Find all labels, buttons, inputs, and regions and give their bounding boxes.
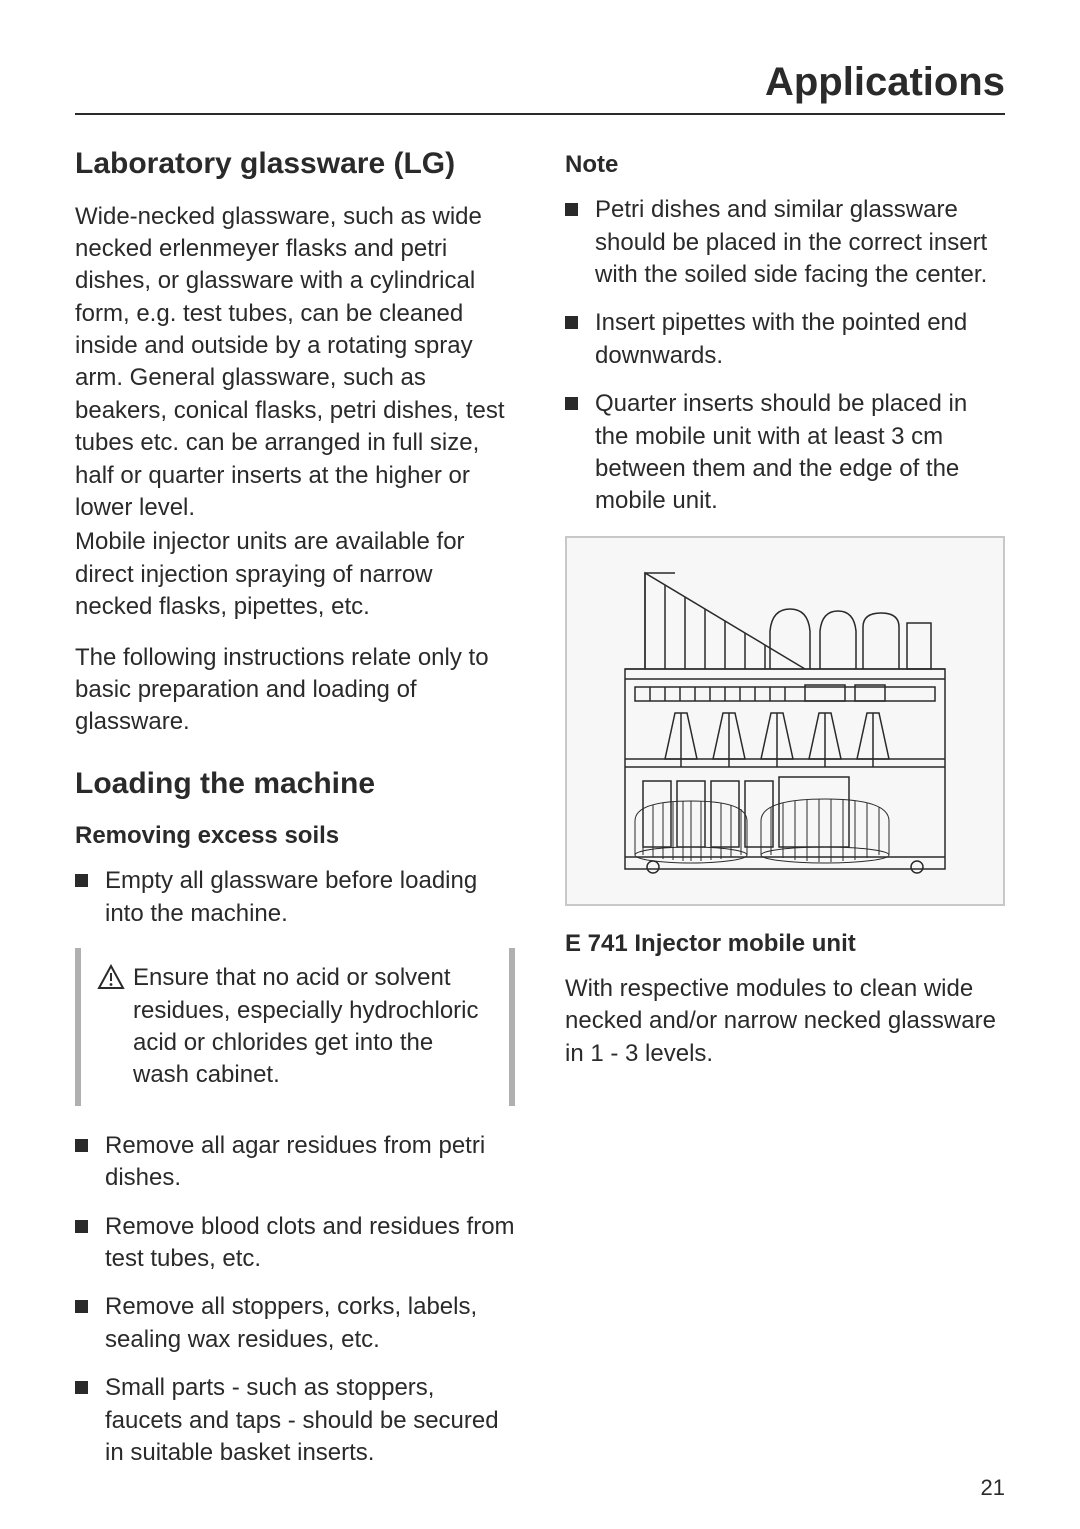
note-bullet-list: Petri dishes and similar glassware shoul… — [565, 194, 1005, 518]
page-number: 21 — [981, 1475, 1005, 1501]
paragraph-intro-2: The following instructions relate only t… — [75, 642, 515, 739]
page-title: Applications — [75, 60, 1005, 115]
list-item: Empty all glassware before loading into … — [75, 865, 515, 930]
right-column: Note Petri dishes and similar glassware … — [565, 145, 1005, 1487]
heading-e741: E 741 Injector mobile unit — [565, 928, 1005, 959]
list-item: Remove all stoppers, corks, labels, seal… — [75, 1291, 515, 1356]
list-item: Remove all agar residues from petri dish… — [75, 1130, 515, 1195]
list-item: Small parts - such as stoppers, faucets … — [75, 1372, 515, 1469]
list-item: Quarter inserts should be placed in the … — [565, 388, 1005, 518]
warning-box: Ensure that no acid or solvent residues,… — [75, 948, 515, 1106]
heading-note: Note — [565, 149, 1005, 180]
list-item: Petri dishes and similar glassware shoul… — [565, 194, 1005, 291]
heading-laboratory-glassware: Laboratory glassware (LG) — [75, 145, 515, 183]
list-item: Insert pipettes with the pointed end dow… — [565, 307, 1005, 372]
list-item: Remove blood clots and residues from tes… — [75, 1211, 515, 1276]
left-column: Laboratory glassware (LG) Wide-necked gl… — [75, 145, 515, 1487]
warning-icon — [97, 964, 125, 995]
warning-text: Ensure that no acid or solvent residues,… — [133, 962, 493, 1092]
figure-injector-unit — [565, 536, 1005, 906]
bullet-list-2: Remove all agar residues from petri dish… — [75, 1130, 515, 1470]
content-columns: Laboratory glassware (LG) Wide-necked gl… — [75, 145, 1005, 1487]
subheading-removing-soils: Removing excess soils — [75, 820, 515, 851]
injector-unit-diagram — [595, 561, 975, 881]
bullet-list-1: Empty all glassware before loading into … — [75, 865, 515, 930]
heading-loading-machine: Loading the machine — [75, 765, 515, 803]
paragraph-intro-1: Wide-necked glassware, such as wide neck… — [75, 201, 515, 525]
paragraph-intro-1b: Mobile injector units are available for … — [75, 526, 515, 623]
paragraph-e741-desc: With respective modules to clean wide ne… — [565, 973, 1005, 1070]
